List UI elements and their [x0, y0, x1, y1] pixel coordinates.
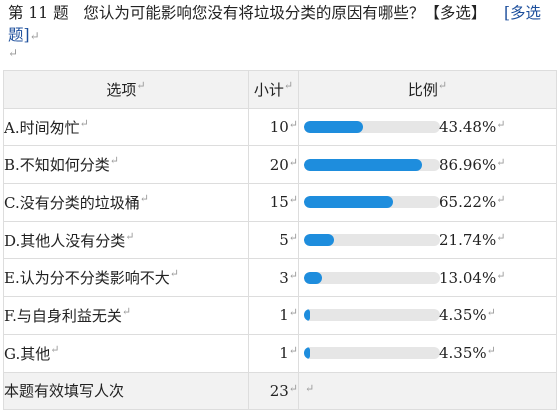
option-label: D.其他人没有分类↵ [3, 220, 249, 260]
progress-bar-fill [304, 309, 310, 322]
progress-bar-track [304, 158, 440, 171]
progress-bar-track [304, 234, 440, 247]
percent-text: 13.04%↵ [439, 268, 506, 287]
header-ratio: 比例↵ [298, 70, 557, 109]
percent-text: 4.35%↵ [439, 344, 496, 363]
option-ratio: 4.35%↵ [298, 333, 557, 373]
question-line-1: 第 11 题 您认为可能影响您没有将垃圾分类的原因有哪些？【多选】 [多选 [8, 2, 553, 24]
option-count: 20↵ [248, 145, 299, 185]
progress-bar-fill [304, 234, 334, 247]
progress-bar-fill [304, 196, 393, 209]
table-row: D.其他人没有分类↵ 5↵ 21.74%↵ [3, 220, 557, 260]
progress-bar-track [304, 121, 440, 134]
option-label: B.不知如何分类↵ [3, 145, 249, 185]
progress-bar-fill [304, 347, 310, 360]
question-line-2: 题]↵ [8, 24, 553, 47]
total-count: 23↵ [248, 371, 299, 411]
option-count: 5↵ [248, 220, 299, 260]
return-mark: ↵ [29, 29, 40, 43]
multi-select-tag-end: 题] [8, 26, 30, 44]
progress-bar-track [304, 309, 440, 322]
progress-bar-track [304, 271, 440, 284]
total-label: 本题有效填写人次 [3, 371, 249, 411]
table-row: F.与自身利益无关↵ 1↵ 4.35%↵ [3, 296, 557, 335]
option-ratio: 86.96%↵ [298, 145, 557, 185]
table-row: C.没有分类的垃圾桶↵ 15↵ 65.22%↵ [3, 183, 557, 222]
option-label: E.认为分不分类影响不大↵ [3, 258, 249, 298]
table-row: E.认为分不分类影响不大↵ 3↵ 13.04%↵ [3, 258, 557, 298]
option-label: A.时间匆忙↵ [3, 107, 249, 147]
option-ratio: 13.04%↵ [298, 258, 557, 298]
progress-bar-fill [304, 158, 423, 171]
paragraph-mark: ↵ [8, 46, 19, 60]
progress-bar-track [304, 196, 440, 209]
percent-text: 65.22%↵ [439, 193, 506, 212]
question-body: 您认为可能影响您没有将垃圾分类的原因有哪些？【多选】 [83, 4, 487, 22]
option-ratio: 43.48%↵ [298, 107, 557, 147]
total-row: 本题有效填写人次 23↵ ↵ [3, 371, 557, 411]
percent-text: 4.35%↵ [439, 306, 496, 325]
option-count: 3↵ [248, 258, 299, 298]
option-label: G.其他↵ [3, 333, 249, 373]
table-row: B.不知如何分类↵ 20↵ 86.96%↵ [3, 145, 557, 185]
percent-text: 21.74%↵ [439, 231, 506, 250]
option-count: 10↵ [248, 107, 299, 147]
table-row: A.时间匆忙↵ 10↵ 43.48%↵ [3, 107, 557, 147]
option-label: F.与自身利益无关↵ [3, 296, 249, 335]
percent-text: 43.48%↵ [439, 118, 506, 137]
option-ratio: 65.22%↵ [298, 183, 557, 222]
option-ratio: 4.35%↵ [298, 296, 557, 335]
question-text: 第 11 题 您认为可能影响您没有将垃圾分类的原因有哪些？【多选】 [多选 题]… [8, 2, 553, 47]
option-count: 15↵ [248, 183, 299, 222]
table-header-row: 选项↵ 小计↵ 比例↵ [3, 70, 557, 109]
header-option: 选项↵ [3, 70, 249, 109]
question-number: 第 11 题 [8, 4, 69, 22]
multi-select-tag: [多选 [503, 4, 541, 22]
progress-bar-track [304, 347, 440, 360]
option-count: 1↵ [248, 333, 299, 373]
progress-bar-fill [304, 271, 322, 284]
progress-bar-fill [304, 121, 364, 134]
table-body: A.时间匆忙↵ 10↵ 43.48%↵ B.不知如何分类↵ 20↵ 86.96%… [3, 107, 557, 411]
option-label: C.没有分类的垃圾桶↵ [3, 183, 249, 222]
option-count: 1↵ [248, 296, 299, 335]
table-row: G.其他↵ 1↵ 4.35%↵ [3, 333, 557, 373]
total-ratio: ↵ [298, 371, 557, 411]
percent-text: 86.96%↵ [439, 155, 506, 174]
header-count: 小计↵ [248, 70, 299, 109]
results-table: 选项↵ 小计↵ 比例↵ A.时间匆忙↵ 10↵ 43.48%↵ B.不知如何分类… [3, 70, 557, 411]
option-ratio: 21.74%↵ [298, 220, 557, 260]
